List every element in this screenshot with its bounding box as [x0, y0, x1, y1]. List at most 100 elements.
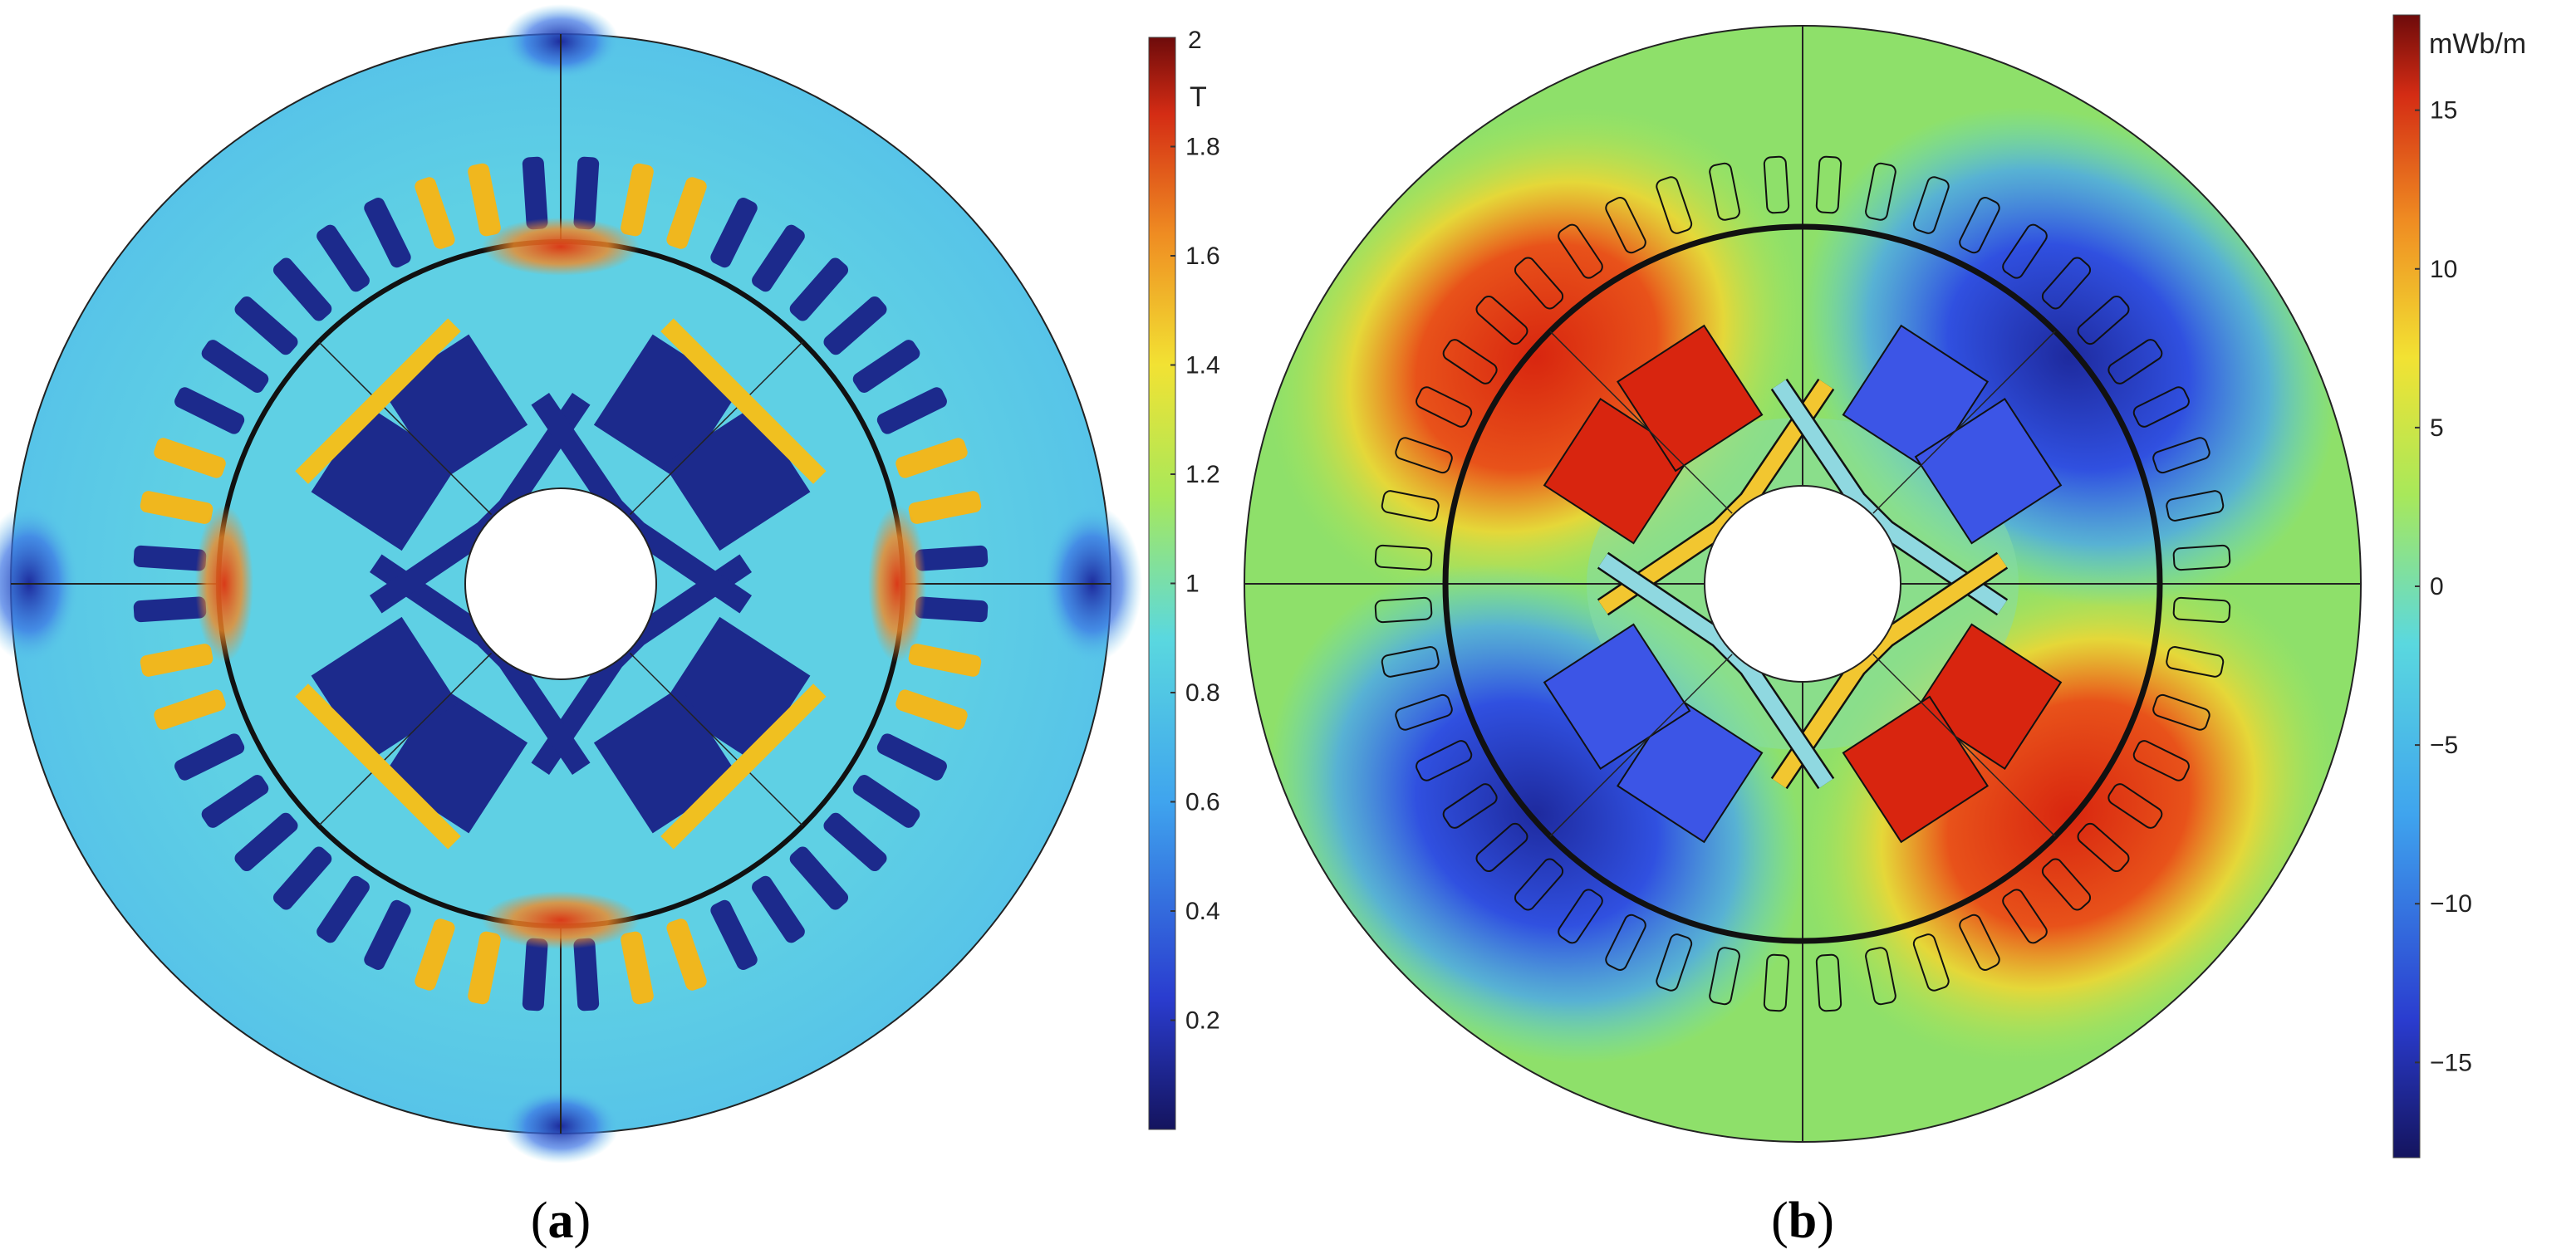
stator-slot: [876, 387, 947, 434]
stator-slot: [789, 846, 849, 910]
pole-divider: [1872, 331, 2056, 514]
stator-slot: [1381, 646, 1440, 678]
stator-slot: [2041, 257, 2092, 310]
stator-slot: [915, 545, 989, 571]
panel-a-colorbar: 2 T 1.8 1.6 1.4 1.2 1 0.8 0.6 0.4 0.2: [1148, 27, 1220, 1130]
panel-a-colorbar-unit: T: [1190, 81, 1207, 113]
stator-slot: [1959, 914, 2000, 971]
stator-slot: [1865, 947, 1896, 1006]
stator-slot: [468, 931, 501, 1005]
stator-slot: [852, 775, 920, 828]
stator-slot: [2077, 295, 2130, 345]
stator-slot: [140, 644, 213, 677]
stator-slot: [1514, 858, 1564, 911]
panel-a-colorbar-ticks: 1.8 1.6 1.4 1.2 1 0.8 0.6 0.4 0.2: [1170, 134, 1220, 1035]
rotor-pole: [1770, 324, 2063, 616]
stator-slot: [1912, 933, 1950, 992]
stator-slot: [2107, 783, 2163, 829]
magnet-edge-highlight: [660, 683, 827, 850]
panel-a-rotor-magnets: [295, 318, 827, 850]
panel-a-stator-slots: [133, 156, 989, 1012]
pole-divider: [318, 652, 493, 826]
stator-slot: [316, 875, 370, 943]
stator-slot: [1865, 162, 1896, 221]
stator-slot: [1381, 490, 1440, 522]
pole-divider: [1549, 654, 1733, 837]
pole-divider: [629, 652, 803, 826]
pole-divider: [1872, 654, 2056, 837]
panel-b-label: (b): [1771, 1193, 1834, 1249]
stator-slot: [908, 491, 982, 524]
stator-slot: [621, 931, 654, 1005]
colorbar-tick-label: 0.8: [1185, 679, 1220, 707]
panel-b-stator-slots: [1374, 155, 2231, 1012]
stator-slot: [2041, 858, 2092, 911]
stator-slot: [710, 198, 758, 268]
stator-slot: [2002, 889, 2048, 944]
stator-slot: [2002, 223, 2048, 279]
colorbar-tick-label: 0.2: [1185, 1007, 1220, 1035]
stator-slot: [2132, 386, 2190, 428]
stator-slot: [1605, 197, 1646, 254]
stator-slot: [2172, 544, 2231, 571]
panel-b-magnetic-vector-potential: [1244, 25, 2362, 1143]
stator-slot: [272, 257, 332, 321]
stator-slot: [1558, 223, 1603, 279]
stator-slot: [823, 296, 887, 355]
stator-slot: [666, 918, 707, 991]
stator-slot: [522, 156, 548, 230]
colorbar-tick-label: −5: [2430, 732, 2458, 759]
panel-b-shaft: [1704, 485, 1901, 683]
stator-slot: [1763, 953, 1790, 1012]
colorbar-tick-label: 1: [1185, 571, 1200, 598]
stator-slot: [2152, 437, 2210, 474]
panel-a-colorbar-max-label: 2: [1188, 27, 1202, 54]
stator-slot: [316, 224, 370, 292]
colorbar-tick-label: 10: [2430, 256, 2457, 283]
stator-slot: [2166, 646, 2225, 678]
stator-slot: [1815, 155, 1842, 214]
stator-slot: [364, 899, 411, 970]
stator-slot: [2172, 596, 2231, 624]
stator-slot: [364, 198, 411, 268]
stator-slot: [1656, 176, 1693, 234]
stator-slot: [621, 163, 654, 237]
stator-slot: [1558, 889, 1603, 944]
stator-slot: [154, 689, 226, 730]
stator-slot: [1959, 197, 2000, 254]
colorbar-tick-label: −10: [2430, 890, 2472, 918]
stator-slot: [752, 875, 805, 943]
stator-slot: [1656, 933, 1693, 992]
stator-slot: [789, 257, 849, 321]
colorbar-tick-label: 5: [2430, 414, 2444, 442]
stator-slot: [154, 438, 226, 478]
stator-slot: [234, 812, 298, 872]
stator-slot: [1475, 295, 1528, 345]
stator-slot: [201, 775, 269, 828]
stator-slot: [1475, 822, 1528, 873]
stator-slot: [140, 491, 213, 524]
colorbar-tick-label: 1.4: [1185, 352, 1220, 380]
stator-slot: [234, 296, 298, 355]
stator-slot: [1416, 386, 1473, 428]
colorbar-tick-label: 15: [2430, 97, 2457, 125]
stator-slot: [2166, 490, 2225, 522]
stator-slot: [174, 733, 245, 781]
panel-b-colorbar-ticks: 15 10 5 0 −5 −10 −15: [2415, 97, 2472, 1076]
stator-slot: [2077, 822, 2130, 873]
stator-slot: [1416, 740, 1473, 781]
stator-slot: [133, 596, 207, 623]
panel-b-airgap: [1442, 223, 2163, 944]
stator-slot: [1815, 953, 1842, 1012]
stator-slot: [133, 545, 207, 571]
stator-slot: [876, 733, 947, 781]
magnet-edge-highlight: [295, 318, 461, 484]
stator-slot: [1514, 257, 1564, 310]
colorbar-tick-label: 1.2: [1185, 461, 1220, 488]
colorbar-tick-label: 1.8: [1185, 134, 1220, 161]
stator-slot: [1374, 596, 1433, 624]
stator-slot: [895, 689, 968, 730]
stator-slot: [415, 177, 455, 249]
pole-divider: [1549, 331, 1733, 514]
